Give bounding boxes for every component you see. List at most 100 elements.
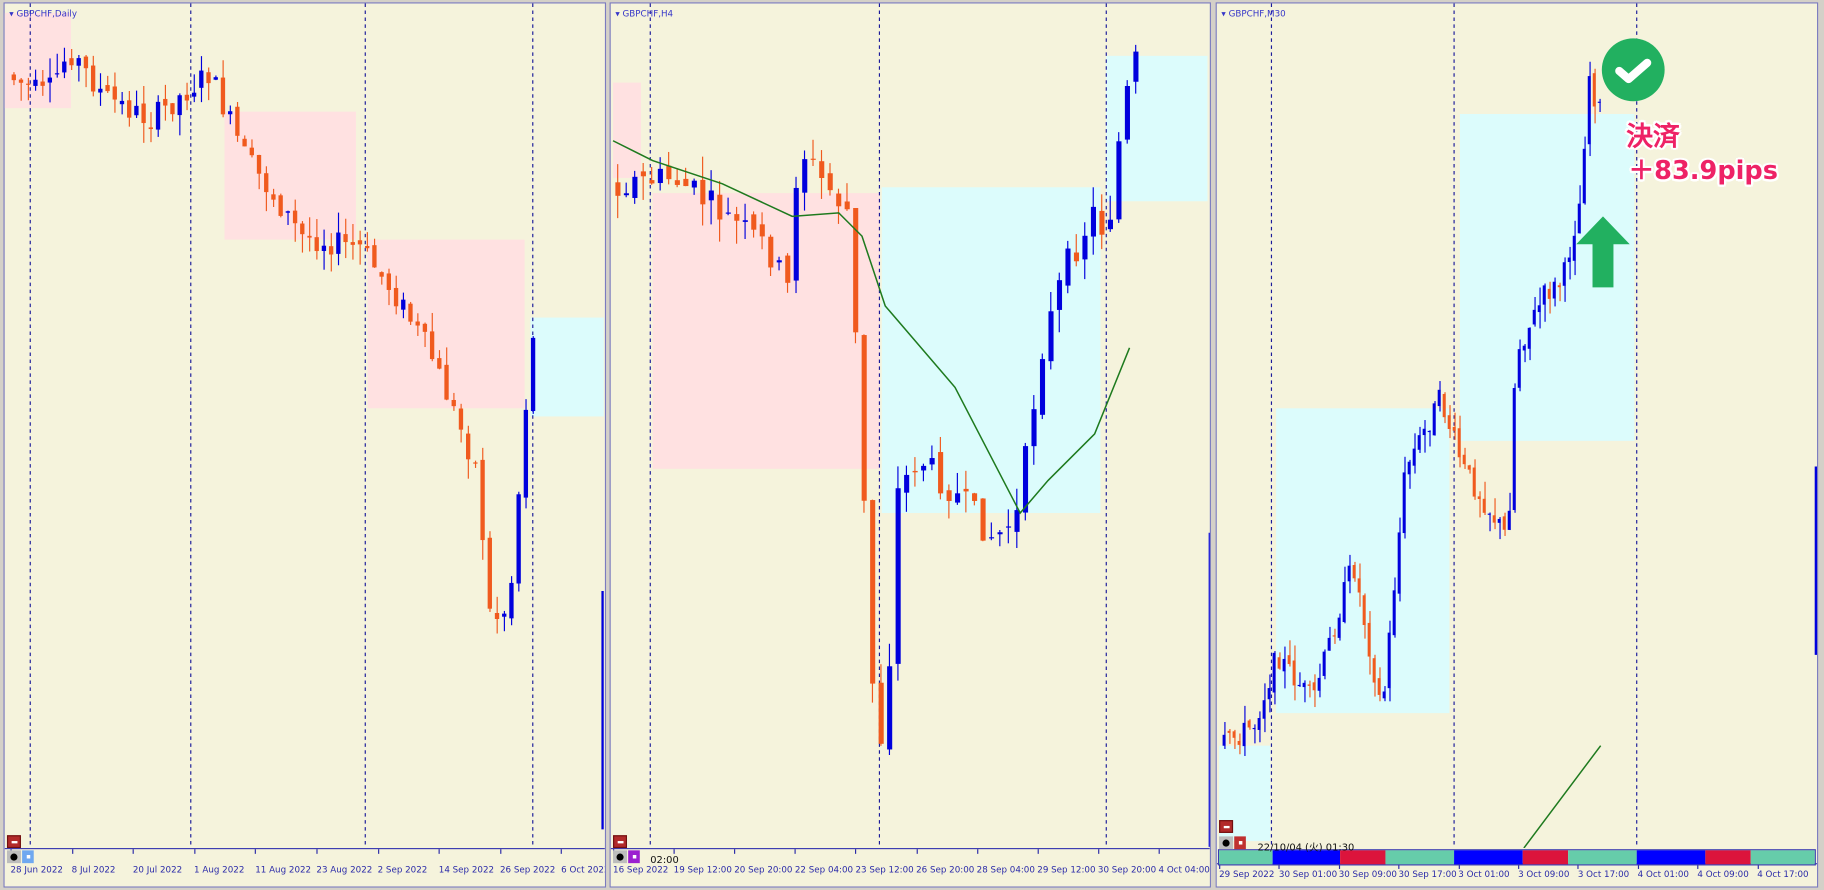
candlestick xyxy=(1352,561,1356,582)
candle-body xyxy=(929,458,935,465)
chart-window-daily[interactable]: ▾ GBPCHF,Daily ● 28 Jun 2022 8 Jul 2022 20 … xyxy=(3,2,607,888)
axis-tick xyxy=(438,849,440,854)
bomb-icon[interactable]: ● xyxy=(6,850,21,864)
candlestick xyxy=(1452,412,1456,440)
candlestick xyxy=(1492,498,1496,530)
candle-body xyxy=(1124,86,1130,140)
session-block-red xyxy=(1339,850,1386,865)
session-block-blue xyxy=(1272,850,1340,865)
axis-tick xyxy=(561,849,563,854)
chart-window-m30[interactable]: ▾ GBPCHF,M30 22/10/04 (火) 01:30 ● 29 Sep … xyxy=(1215,2,1819,888)
time-axis-label: 16 Sep 2022 xyxy=(613,864,669,875)
axis-tick xyxy=(194,849,196,854)
candle-body xyxy=(516,494,521,584)
candlestick xyxy=(1257,711,1261,743)
candle-body xyxy=(127,100,132,118)
minimize-indicator-button[interactable] xyxy=(1219,820,1234,833)
candlestick xyxy=(1014,488,1020,548)
candle-body xyxy=(278,195,283,216)
candle-body xyxy=(429,331,435,360)
indicator-toggle-button[interactable] xyxy=(22,850,34,864)
candlestick xyxy=(938,436,944,500)
candlestick xyxy=(963,470,969,513)
cursor-time: 22/10/04 (火) 01:30 xyxy=(1257,842,1355,854)
candlestick xyxy=(1427,430,1431,447)
check-circle-icon xyxy=(1601,38,1665,102)
candle-body xyxy=(1327,637,1331,651)
time-axis-label: 1 Aug 2022 xyxy=(194,864,245,875)
candlestick xyxy=(1133,44,1139,94)
candle-body xyxy=(759,224,765,237)
candlestick xyxy=(213,75,218,81)
candle-body xyxy=(683,178,689,187)
axis-tick xyxy=(1518,864,1520,869)
candlestick xyxy=(105,75,110,93)
candle-body xyxy=(1302,682,1306,688)
candle-body xyxy=(350,242,355,245)
indicator-toggle-button[interactable] xyxy=(628,850,640,864)
candlestick xyxy=(1327,626,1331,651)
candlestick xyxy=(997,529,1003,547)
candle-body xyxy=(972,493,978,501)
candlestick xyxy=(1472,459,1476,500)
candlestick xyxy=(76,54,81,82)
candle-body xyxy=(163,98,168,106)
candle-body xyxy=(62,61,67,73)
candle-body xyxy=(1242,722,1246,747)
candle-body xyxy=(473,462,478,464)
candlestick xyxy=(1342,566,1346,624)
price-chart-canvas[interactable] xyxy=(1217,3,1818,849)
candle-body xyxy=(700,179,706,205)
candlestick xyxy=(649,167,655,185)
candlestick xyxy=(1317,663,1321,698)
candle-body xyxy=(904,474,910,493)
minimize-indicator-button[interactable] xyxy=(613,835,628,849)
candlestick xyxy=(1262,683,1266,733)
candlestick xyxy=(1287,640,1291,667)
candle-body xyxy=(1477,496,1481,500)
candlestick xyxy=(1537,287,1541,329)
candle-body xyxy=(1452,426,1456,431)
supply-zone xyxy=(224,111,356,240)
time-axis-label: 4 Oct 04:00 xyxy=(1158,864,1210,875)
time-axis-label: 22 Sep 04:00 xyxy=(794,864,854,875)
price-chart-canvas[interactable] xyxy=(611,3,1211,850)
candle-body xyxy=(1065,248,1071,286)
candlestick xyxy=(47,58,53,103)
minimize-indicator-button[interactable] xyxy=(6,835,21,849)
candlestick xyxy=(921,463,927,482)
time-axis-label: 30 Sep 01:00 xyxy=(1278,868,1338,880)
time-axis-label: 4 Oct 01:00 xyxy=(1637,868,1689,880)
candle-body xyxy=(1587,76,1591,145)
candlestick xyxy=(700,156,706,226)
bomb-icon[interactable]: ● xyxy=(1219,836,1234,850)
candlestick xyxy=(365,232,370,252)
indicator-toggle-button[interactable] xyxy=(1234,836,1246,850)
candlestick xyxy=(1562,257,1566,302)
axis-tick xyxy=(1037,849,1039,854)
candlestick xyxy=(1302,680,1306,703)
candle-body xyxy=(530,337,536,412)
chart-window-h4[interactable]: ▾ GBPCHF,H4 02:00 ● 16 Sep 2022 19 Sep 12:… xyxy=(609,2,1211,888)
axis-tick xyxy=(499,849,502,854)
candlestick xyxy=(336,212,341,266)
candlestick xyxy=(458,403,464,443)
candlestick xyxy=(623,182,629,198)
candle-body xyxy=(112,86,117,100)
candlestick xyxy=(1237,733,1241,755)
time-axis-label: 28 Jun 2022 xyxy=(10,864,63,875)
supply-zone xyxy=(4,12,71,109)
candlestick xyxy=(708,170,714,225)
candlestick xyxy=(861,334,867,513)
candle-body xyxy=(912,470,918,473)
candle-body xyxy=(1397,532,1401,594)
candlestick xyxy=(742,203,748,240)
candle-body xyxy=(26,83,31,85)
price-chart-canvas[interactable] xyxy=(4,3,606,850)
candle-body xyxy=(1432,403,1436,436)
bomb-icon[interactable]: ● xyxy=(613,850,628,864)
candle-body xyxy=(1277,657,1281,669)
candlestick xyxy=(725,197,731,216)
candlestick xyxy=(1082,222,1088,280)
candle-body xyxy=(393,287,399,307)
